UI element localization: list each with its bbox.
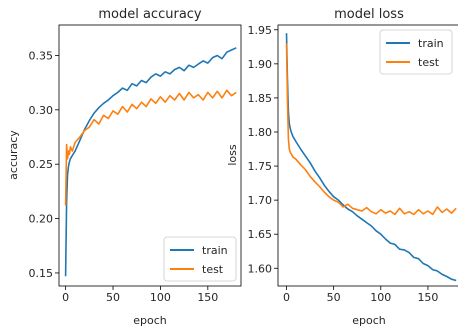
loss-series-lines [285, 33, 457, 282]
accuracy-y-tick-label: 0.30 [29, 104, 54, 117]
accuracy-x-ticks: 0 50 100 150 [62, 286, 218, 304]
loss-y-tick-label: 1.65 [248, 228, 273, 241]
loss-y-tick-label: 1.60 [248, 262, 273, 275]
accuracy-y-axis-label: accuracy [7, 130, 20, 180]
loss-x-tick-label: 100 [370, 291, 391, 304]
accuracy-train-line [64, 47, 237, 277]
loss-legend-train-label: train [418, 37, 444, 50]
loss-y-tick-label: 1.70 [248, 194, 273, 207]
accuracy-legend-test-label: test [202, 263, 224, 276]
loss-chart-title: model loss [334, 7, 404, 22]
loss-chart: model loss epoch loss 0 50 100 150 1.60 1.65… [226, 7, 458, 327]
accuracy-test-line [64, 89, 237, 206]
loss-legend: train test [379, 29, 453, 75]
accuracy-x-tick-label: 100 [150, 291, 171, 304]
loss-y-axis-label: loss [226, 144, 239, 166]
accuracy-y-tick-label: 0.15 [29, 267, 54, 280]
accuracy-x-tick-label: 0 [62, 291, 69, 304]
loss-y-tick-label: 1.85 [248, 92, 273, 105]
loss-test-line [285, 43, 457, 216]
loss-x-tick-label: 50 [327, 291, 341, 304]
loss-train-line [285, 33, 457, 282]
accuracy-plot-frame [58, 24, 242, 287]
accuracy-x-tick-label: 150 [197, 291, 218, 304]
loss-y-tick-label: 1.90 [248, 58, 273, 71]
accuracy-y-tick-label: 0.25 [29, 158, 54, 171]
accuracy-y-tick-label: 0.20 [29, 213, 54, 226]
accuracy-chart: model accuracy epoch accuracy 0 50 100 150 … [7, 7, 242, 327]
loss-y-tick-label: 1.80 [248, 126, 273, 139]
loss-x-ticks: 0 50 100 150 [283, 286, 438, 304]
loss-x-tick-label: 0 [283, 291, 290, 304]
accuracy-x-axis-label: epoch [133, 314, 167, 327]
loss-y-ticks: 1.60 1.65 1.70 1.75 1.80 1.85 1.90 1.95 [248, 24, 278, 275]
accuracy-legend-train-label: train [202, 244, 228, 257]
accuracy-y-ticks: 0.15 0.20 0.25 0.30 0.35 [29, 49, 59, 280]
accuracy-series-lines [64, 47, 237, 277]
accuracy-x-tick-label: 50 [106, 291, 120, 304]
accuracy-chart-title: model accuracy [98, 7, 202, 22]
loss-y-tick-label: 1.75 [248, 160, 273, 173]
loss-plot-frame [277, 24, 458, 287]
loss-y-tick-label: 1.95 [248, 24, 273, 37]
accuracy-y-tick-label: 0.35 [29, 49, 54, 62]
loss-x-tick-label: 150 [417, 291, 438, 304]
loss-legend-test-label: test [418, 56, 440, 69]
accuracy-legend: train test [163, 236, 237, 282]
loss-x-axis-label: epoch [352, 314, 386, 327]
